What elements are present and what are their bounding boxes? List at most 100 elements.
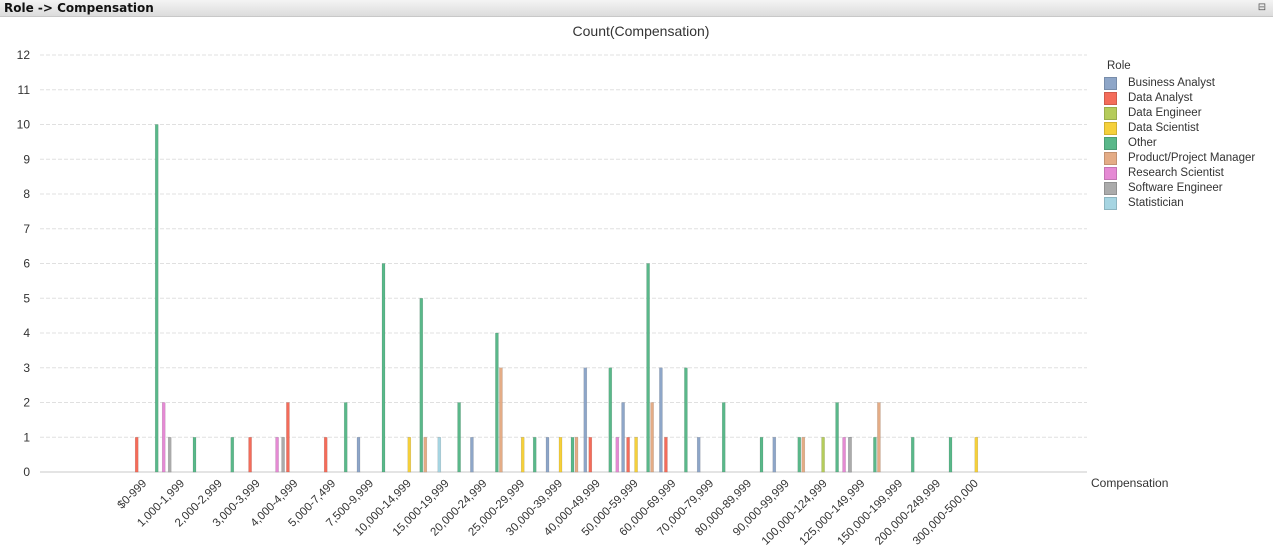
bar-product-project-manager-17[interactable] (801, 437, 806, 473)
legend-label: Software Engineer (1128, 182, 1223, 194)
bar-research-scientist-18[interactable] (842, 437, 846, 473)
bar-other-15[interactable] (721, 402, 726, 473)
bar-other-7[interactable] (419, 298, 424, 473)
bar-other-17[interactable] (797, 437, 802, 473)
bar-data-analyst-0[interactable] (134, 437, 139, 473)
bar-other-10[interactable] (532, 437, 537, 473)
bar-data-analyst-13[interactable] (626, 437, 630, 473)
bar-other-5[interactable] (343, 402, 348, 473)
bar-product-project-manager-7[interactable] (423, 437, 428, 473)
x-tick-label: 300,000-500,000 (911, 478, 981, 548)
x-tick-label: $0-999 (116, 478, 150, 512)
bar-research-scientist-12[interactable] (615, 437, 620, 473)
bar-other-12[interactable] (608, 367, 613, 473)
legend-item[interactable]: Data Engineer (1104, 106, 1255, 121)
bar-software-engineer-0[interactable] (167, 437, 172, 473)
bar-other-20[interactable] (910, 437, 915, 473)
x-tick-label: 125,000-149,999 (798, 478, 868, 548)
legend-label: Research Scientist (1128, 167, 1224, 179)
bar-product-project-manager-13[interactable] (650, 402, 654, 473)
legend-swatch (1104, 152, 1117, 165)
bar-software-engineer-3[interactable] (281, 437, 285, 473)
bar-data-analyst-3[interactable] (248, 437, 252, 473)
legend-swatch (1104, 122, 1117, 135)
y-tick-label: 3 (23, 361, 30, 375)
legend: Role Business Analyst Data Analyst Data En… (1104, 58, 1255, 211)
legend-label: Other (1128, 137, 1157, 149)
y-tick-label: 4 (23, 326, 30, 340)
legend-item[interactable]: Software Engineer (1104, 181, 1255, 196)
x-axis-ticks: $0-9991,000-1,9992,000-2,9993,000-3,9994… (116, 478, 981, 548)
legend-item[interactable]: Business Analyst (1104, 76, 1255, 91)
bar-data-scientist-10[interactable] (520, 437, 525, 473)
bar-other-9[interactable] (495, 332, 499, 473)
legend-swatch (1104, 107, 1117, 120)
window-titlebar: Role -> Compensation ⊟ (0, 0, 1273, 17)
legend-item[interactable]: Statistician (1104, 196, 1255, 211)
bar-product-project-manager-19[interactable] (877, 402, 881, 473)
legend-label: Data Scientist (1128, 122, 1199, 134)
gridlines (40, 54, 1087, 473)
bar-data-engineer-18[interactable] (821, 437, 825, 473)
bar-data-analyst-4[interactable] (286, 402, 290, 473)
bar-business-analyst-9[interactable] (470, 437, 474, 473)
bar-other-0[interactable] (154, 124, 159, 473)
bar-data-analyst-12[interactable] (588, 437, 593, 473)
legend-item[interactable]: Research Scientist (1104, 166, 1255, 181)
legend-item[interactable]: Product/Project Manager (1104, 151, 1255, 166)
bar-other-13[interactable] (646, 263, 650, 473)
legend-swatch (1104, 92, 1117, 105)
bar-research-scientist-0[interactable] (161, 402, 166, 473)
chart-title: Count(Compensation) (572, 23, 710, 39)
bar-business-analyst-15[interactable] (696, 437, 701, 473)
bar-software-engineer-18[interactable] (848, 437, 852, 473)
y-tick-label: 9 (23, 152, 30, 166)
y-tick-label: 10 (17, 118, 31, 132)
bar-other-19[interactable] (873, 437, 877, 473)
restore-icon[interactable]: ⊟ (1257, 2, 1267, 13)
y-tick-label: 7 (23, 222, 30, 236)
bar-other-8[interactable] (457, 402, 461, 473)
legend-label: Data Engineer (1128, 107, 1202, 119)
y-tick-label: 0 (23, 465, 30, 479)
bar-other-2[interactable] (230, 437, 235, 473)
bar-data-analyst-5[interactable] (323, 437, 328, 473)
bar-business-analyst-11[interactable] (545, 437, 550, 473)
legend-item[interactable]: Data Scientist (1104, 121, 1255, 136)
bar-other-14[interactable] (684, 367, 688, 473)
bar-business-analyst-6[interactable] (356, 437, 361, 473)
bar-business-analyst-12[interactable] (583, 367, 588, 473)
y-tick-label: 5 (23, 291, 30, 305)
bar-other-16[interactable] (759, 437, 764, 473)
bar-data-scientist-11[interactable] (558, 437, 563, 473)
legend-item[interactable]: Other (1104, 136, 1255, 151)
legend-label: Statistician (1128, 197, 1184, 209)
bar-business-analyst-13[interactable] (621, 402, 625, 473)
legend-item[interactable]: Data Analyst (1104, 91, 1255, 106)
x-tick-label: 100,000-124,999 (760, 478, 830, 548)
bar-data-scientist-7[interactable] (407, 437, 412, 473)
bar-statistician-7[interactable] (437, 437, 442, 473)
bar-other-11[interactable] (570, 437, 575, 473)
legend-label: Data Analyst (1128, 92, 1193, 104)
y-tick-label: 12 (17, 48, 31, 62)
bar-other-18[interactable] (835, 402, 839, 473)
bar-other-1[interactable] (192, 437, 197, 473)
legend-title: Role (1107, 60, 1131, 72)
y-tick-label: 6 (23, 257, 30, 271)
bar-research-scientist-3[interactable] (275, 437, 279, 473)
y-tick-label: 1 (23, 430, 30, 444)
legend-swatch (1104, 137, 1117, 150)
bar-other-6[interactable] (381, 263, 386, 473)
bar-other-21[interactable] (948, 437, 953, 473)
x-tick-label: 150,000-199,999 (835, 478, 905, 548)
bar-data-scientist-13[interactable] (634, 437, 638, 473)
bar-product-project-manager-11[interactable] (574, 437, 579, 473)
bar-data-analyst-14[interactable] (664, 437, 668, 473)
bar-business-analyst-14[interactable] (659, 367, 663, 473)
bar-product-project-manager-9[interactable] (499, 367, 503, 473)
bar-data-scientist-22[interactable] (974, 437, 979, 473)
bar-business-analyst-17[interactable] (772, 437, 777, 473)
